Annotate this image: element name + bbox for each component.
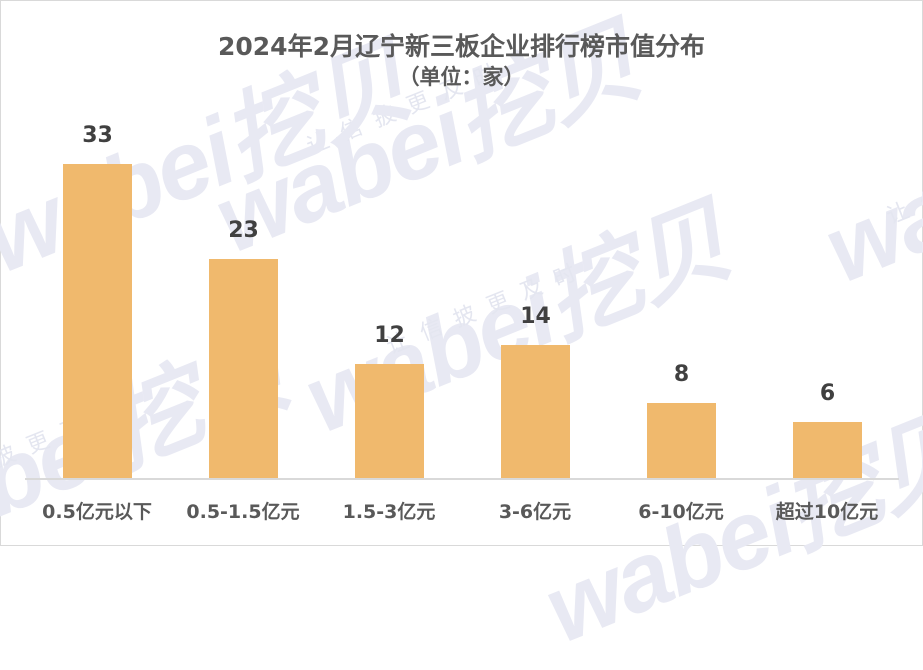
data-label: 12: [374, 323, 405, 348]
bar: [501, 345, 570, 479]
data-label: 14: [520, 304, 551, 329]
bar: [647, 403, 716, 479]
bar: [355, 364, 424, 479]
chart-subtitle: （单位：家）: [398, 65, 525, 89]
x-tick-label: 3-6亿元: [498, 501, 572, 523]
x-tick-label: 6-10亿元: [638, 501, 724, 523]
bar: [63, 164, 132, 479]
data-label: 33: [82, 123, 113, 148]
x-tick-label: 0.5-1.5亿元: [186, 501, 300, 523]
bar: [793, 422, 862, 479]
data-label: 6: [819, 381, 836, 406]
bar: [209, 259, 278, 479]
data-label: 8: [673, 362, 690, 387]
x-tick-label: 超过10亿元: [775, 501, 879, 523]
x-axis-line: [25, 478, 899, 480]
plot-area: 33 23 12 14 8 6: [25, 101, 899, 479]
data-label: 23: [228, 218, 259, 243]
chart-title: 2024年2月辽宁新三板企业排行榜市值分布: [218, 32, 705, 61]
x-tick-label: 0.5亿元以下: [42, 501, 152, 523]
x-tick-label: 1.5-3亿元: [342, 501, 436, 523]
